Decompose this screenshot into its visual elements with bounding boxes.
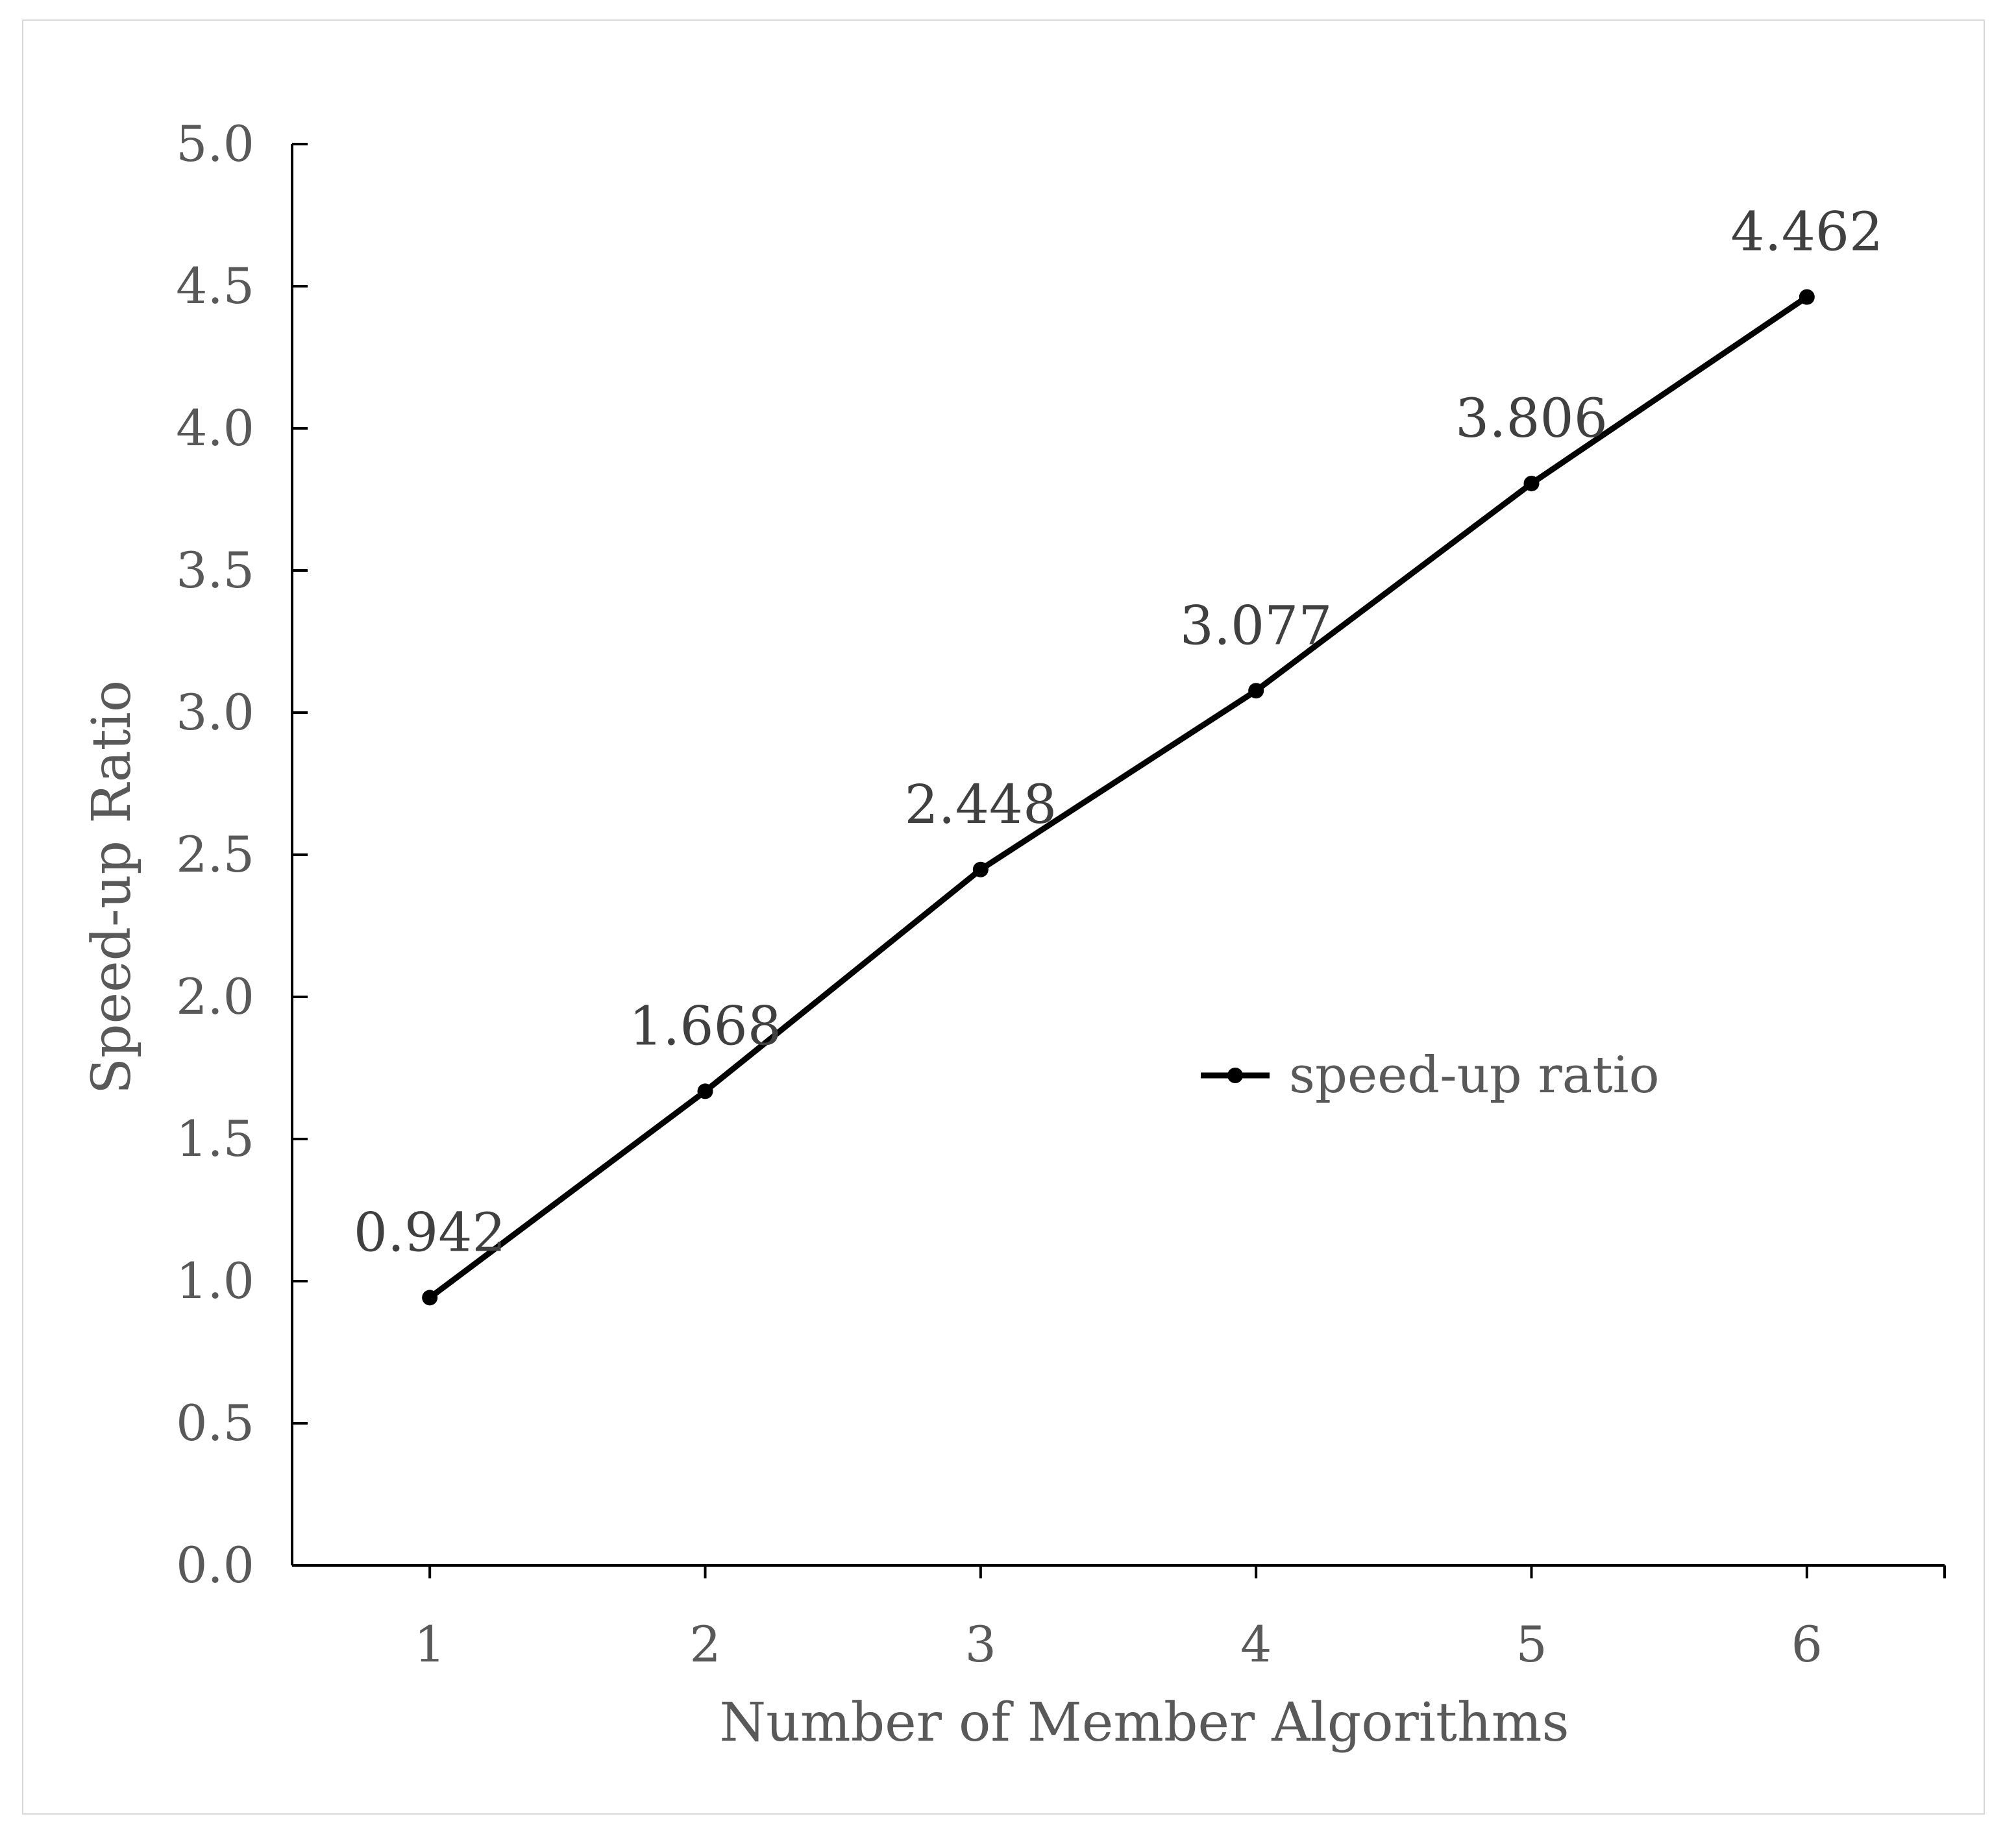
chart-frame [22,19,1985,1815]
y-axis-title: Speed-up Ratio [81,680,143,1094]
x-tick-label: 4 [1240,1615,1272,1673]
data-labels: 0.942 1.668 2.448 3.077 3.806 4.462 [354,202,1883,1264]
data-point [972,861,989,877]
data-point [422,1290,438,1306]
x-tick-label: 2 [689,1615,720,1673]
x-axis-ticks: 1 2 3 4 5 6 [414,1565,1823,1673]
data-label: 2.448 [904,774,1057,836]
y-tick-label: 0.0 [176,1536,254,1594]
x-axis-title: Number of Member Algorithms [719,1692,1569,1754]
data-label: 1.668 [629,996,781,1057]
data-point [1799,289,1815,305]
y-tick-label: 5.0 [176,115,254,173]
data-label: 3.806 [1455,388,1608,450]
data-point [1523,475,1540,491]
data-label: 3.077 [1180,595,1333,657]
x-tick-label: 5 [1516,1615,1547,1673]
legend-label: speed-up ratio [1289,1046,1660,1105]
x-tick-label: 6 [1791,1615,1823,1673]
data-point [1248,683,1264,699]
axes [291,144,1946,1578]
x-tick-label: 3 [965,1615,996,1673]
y-tick-label: 1.5 [176,1110,254,1168]
y-tick-label: 4.0 [176,399,254,457]
y-tick-label: 4.5 [176,257,254,315]
y-tick-label: 2.5 [176,826,254,883]
y-tick-label: 3.5 [176,541,254,599]
y-axis-ticks: 0.0 0.5 1.0 1.5 2.0 2.5 3.0 3.5 4.0 4.5 5.0 [176,115,308,1594]
series-line [428,294,1809,1301]
y-tick-label: 0.5 [176,1394,254,1452]
data-point [697,1083,713,1099]
series-layer [422,289,1815,1306]
x-tick-label: 1 [414,1615,445,1673]
legend: speed-up ratio [1201,1046,1660,1105]
legend-marker [1227,1068,1243,1083]
data-label: 0.942 [354,1202,506,1264]
y-tick-label: 3.0 [176,683,254,741]
y-tick-label: 2.0 [176,968,254,1025]
data-label: 4.462 [1730,202,1883,263]
y-tick-label: 1.0 [176,1252,254,1310]
